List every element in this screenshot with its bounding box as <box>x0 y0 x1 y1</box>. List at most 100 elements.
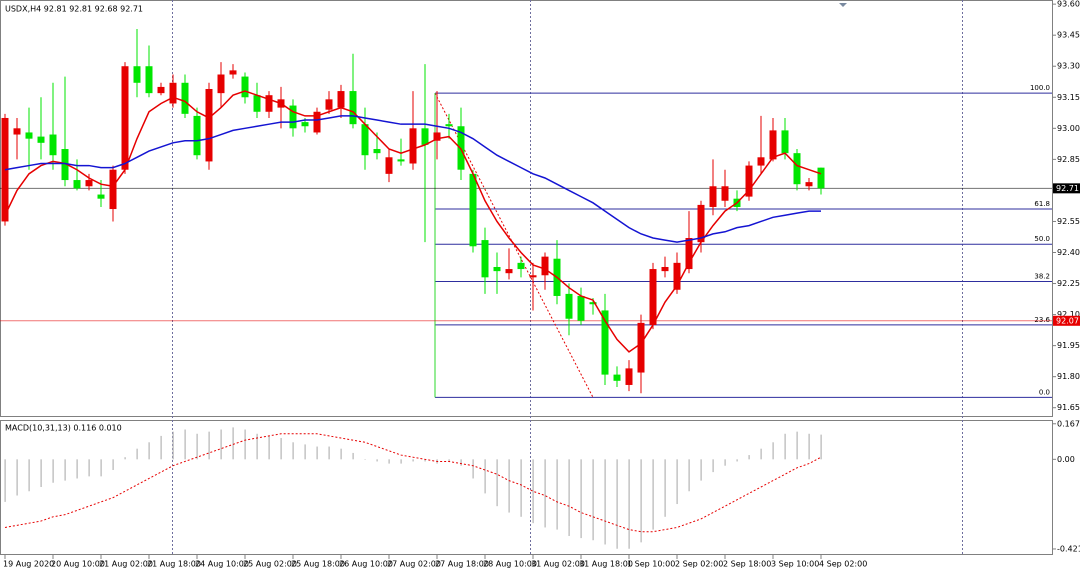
candle-body <box>337 91 345 108</box>
macd-signal <box>4 433 822 533</box>
candle-body <box>313 111 321 133</box>
macd-bar <box>760 448 762 460</box>
price-box-label: 92.07 <box>1056 316 1079 325</box>
y-tick-label: 92.55 <box>1057 217 1080 226</box>
macd-bar <box>64 459 66 481</box>
candle-body <box>469 173 477 247</box>
candle-body <box>757 157 765 166</box>
candle-body <box>121 66 129 170</box>
macd-bar <box>412 459 414 462</box>
candle-body <box>697 204 705 243</box>
macd-bar <box>160 435 162 460</box>
candle-body <box>145 66 153 94</box>
candle-body <box>49 134 57 156</box>
macd-bar <box>328 446 330 460</box>
candle-body <box>793 153 801 185</box>
macd-bar <box>652 459 654 530</box>
candle-body <box>589 302 597 305</box>
macd-bar <box>52 459 54 483</box>
x-tick-label: 24 Aug 10:00 <box>195 560 249 569</box>
candle-body <box>325 99 333 110</box>
macd-bar <box>16 459 18 496</box>
macd-bar <box>172 431 174 460</box>
candle-body <box>721 186 729 201</box>
macd-bar <box>208 431 210 460</box>
x-tick-label: 26 Aug 10:00 <box>339 560 393 569</box>
candle-body <box>229 70 237 75</box>
fib-label: 0.0 <box>1039 388 1050 396</box>
candle-body <box>781 130 789 154</box>
candle-body <box>625 368 633 385</box>
x-tick-label: 21 Aug 02:00 <box>99 560 153 569</box>
moving-average <box>4 90 822 353</box>
x-tick-label: 1 Sep 10:00 <box>627 560 675 569</box>
candle-body <box>361 124 369 156</box>
candle-body <box>481 240 489 278</box>
candle-body <box>253 95 261 112</box>
macd-bar <box>244 429 246 460</box>
macd-y-tick-label: 0.00 <box>1057 455 1075 464</box>
macd-bar <box>640 459 642 543</box>
candle-body <box>409 128 417 164</box>
macd-bar <box>112 459 114 470</box>
price-box <box>1053 183 1080 194</box>
y-tick-label: 93.30 <box>1057 62 1080 71</box>
candle-body <box>565 293 573 319</box>
candle-body <box>649 269 657 325</box>
candle-body <box>217 74 225 94</box>
candle-body <box>169 82 177 104</box>
macd-bar <box>724 459 726 466</box>
candle-body <box>61 149 69 181</box>
candle-body <box>421 128 429 145</box>
macd-bar <box>316 446 318 460</box>
x-tick-label: 2 Sep 18:00 <box>723 560 771 569</box>
macd-bar <box>352 452 354 460</box>
candle-body <box>505 269 513 274</box>
candle-body <box>301 122 309 127</box>
macd-bar <box>664 459 666 517</box>
candle-body <box>133 66 141 83</box>
candle-body <box>661 266 669 272</box>
macd-label: MACD(10,31,13) 0.116 0.010 <box>5 424 122 433</box>
y-tick-label: 92.25 <box>1057 279 1080 288</box>
y-tick-label: 92.85 <box>1057 155 1080 164</box>
fib-label: 100.0 <box>1030 84 1050 92</box>
shift-marker <box>839 3 847 7</box>
candle-body <box>109 169 117 210</box>
x-tick-label: 19 Aug 2020 <box>3 560 54 569</box>
x-tick-label: 25 Aug 18:00 <box>291 560 345 569</box>
candle-body <box>289 105 297 129</box>
macd-bar <box>388 459 390 464</box>
macd-bar <box>580 459 582 539</box>
macd-bar <box>820 434 822 460</box>
macd-bar <box>268 435 270 460</box>
y-tick-label: 93.60 <box>1057 0 1080 9</box>
macd-bar <box>736 459 738 462</box>
macd-bar <box>4 459 6 502</box>
candle-body <box>265 95 273 112</box>
candle-body <box>817 167 825 189</box>
y-tick-label: 93.00 <box>1057 124 1080 133</box>
x-tick-label: 27 Aug 18:00 <box>435 560 489 569</box>
macd-y-tick-label: 0.167 <box>1057 419 1080 428</box>
x-tick-label: 28 Aug 10:00 <box>483 560 537 569</box>
candle-body <box>637 322 645 373</box>
macd-bar <box>508 459 510 513</box>
candle-body <box>541 256 549 276</box>
candle-body <box>805 182 813 187</box>
macd-bar <box>100 459 102 477</box>
candle-body <box>685 238 693 270</box>
macd-bar <box>376 459 378 462</box>
main-pane <box>0 0 1053 417</box>
candle-body <box>745 165 753 197</box>
candle-body <box>241 76 249 98</box>
macd-bar <box>28 459 30 492</box>
candle-body <box>205 88 213 162</box>
candle-body <box>13 128 21 135</box>
candle-body <box>673 262 681 290</box>
macd-bar <box>460 459 462 466</box>
macd-bar <box>472 459 474 479</box>
price-box <box>1053 315 1080 326</box>
